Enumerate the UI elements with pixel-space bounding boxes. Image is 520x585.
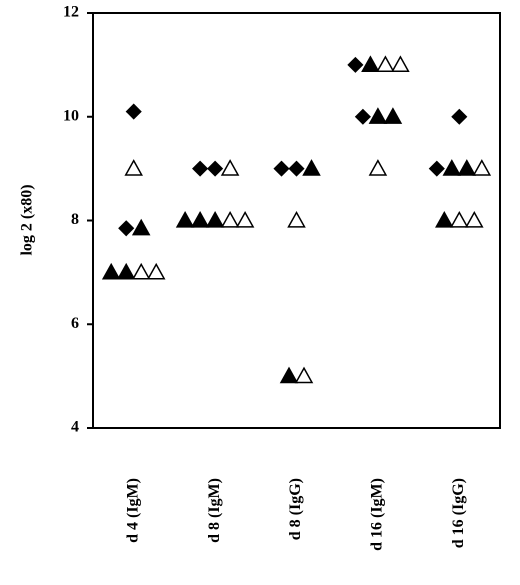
triangle-marker [368, 159, 388, 176]
y-tick-label: 6 [71, 315, 79, 332]
diamond-marker [428, 160, 445, 177]
x-tick-label: d 16 (IgM) [369, 478, 386, 551]
triangle-marker [435, 210, 454, 228]
triangle-marker [190, 210, 210, 228]
y-tick-label: 4 [71, 419, 79, 436]
triangle-marker [220, 159, 240, 176]
diamond-marker [354, 108, 371, 125]
y-tick-label: 10 [63, 107, 79, 124]
triangle-marker [124, 159, 143, 176]
diamond-marker [273, 160, 290, 177]
triangle-marker [465, 210, 484, 228]
triangle-marker [287, 210, 306, 228]
triangle-marker [383, 107, 403, 124]
y-axis-label: log 2 (x80) [19, 184, 36, 255]
triangle-marker [472, 159, 492, 176]
triangle-marker [116, 262, 136, 280]
x-tick-label: d 8 (IgM) [206, 478, 223, 543]
triangle-marker [450, 210, 469, 228]
triangle-marker [457, 159, 477, 176]
triangle-marker [368, 107, 388, 124]
triangle-marker [131, 262, 151, 280]
triangle-marker [279, 366, 299, 384]
triangle-marker [205, 210, 225, 228]
x-tick-label: d 8 (IgG) [287, 478, 304, 540]
triangle-marker [294, 366, 314, 384]
triangle-marker [442, 159, 462, 176]
triangle-marker [175, 210, 195, 228]
triangle-marker [146, 262, 166, 280]
y-tick-label: 8 [71, 211, 79, 228]
triangle-marker [376, 55, 395, 73]
diamond-marker [207, 160, 224, 177]
triangle-marker [235, 210, 255, 228]
diamond-marker [451, 108, 468, 125]
triangle-marker [391, 55, 410, 73]
triangle-marker [302, 159, 321, 176]
diamond-marker [125, 103, 142, 120]
diamond-marker [347, 56, 364, 73]
x-tick-label: d 4 (IgM) [124, 478, 141, 543]
x-tick-label: d 16 (IgG) [450, 478, 467, 548]
triangle-marker [131, 218, 151, 236]
diamond-marker [192, 160, 209, 177]
triangle-marker [361, 55, 380, 73]
y-tick-label: 12 [63, 4, 79, 21]
diamond-marker [288, 160, 305, 177]
triangle-marker [101, 262, 121, 280]
triangle-marker [220, 210, 240, 228]
diamond-marker [118, 220, 135, 237]
